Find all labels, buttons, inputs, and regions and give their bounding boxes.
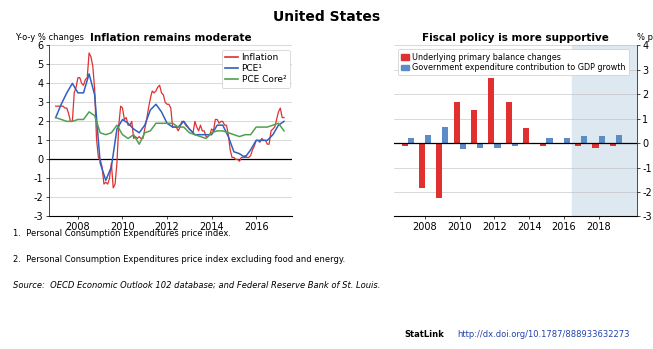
Bar xyxy=(616,135,622,143)
Bar xyxy=(419,143,425,188)
Text: Y-o-y % changes: Y-o-y % changes xyxy=(15,33,84,42)
Bar xyxy=(425,135,431,143)
Bar xyxy=(529,143,535,144)
Bar xyxy=(541,143,547,146)
Bar xyxy=(512,143,518,146)
Text: 1.  Personal Consumption Expenditures price index.: 1. Personal Consumption Expenditures pri… xyxy=(13,229,231,238)
Text: United States: United States xyxy=(273,10,380,24)
Bar xyxy=(592,143,599,148)
Bar xyxy=(460,143,466,149)
Bar xyxy=(575,143,581,146)
Bar xyxy=(573,45,642,216)
Bar xyxy=(599,136,605,143)
Text: http://dx.doi.org/10.1787/888933632273: http://dx.doi.org/10.1787/888933632273 xyxy=(457,329,629,339)
Legend: Inflation, PCE¹, PCE Core²: Inflation, PCE¹, PCE Core² xyxy=(221,50,290,88)
Bar xyxy=(523,128,529,143)
Bar xyxy=(494,143,500,148)
Bar xyxy=(558,143,564,144)
Bar xyxy=(436,143,442,198)
Bar xyxy=(477,143,483,148)
Text: Source:  OECD Economic Outlook 102 database; and Federal Reserve Bank of St. Lou: Source: OECD Economic Outlook 102 databa… xyxy=(13,281,381,290)
Bar xyxy=(547,138,552,143)
Text: % pts: % pts xyxy=(637,33,653,42)
Bar xyxy=(442,127,449,143)
Text: StatLink: StatLink xyxy=(405,329,445,339)
Bar xyxy=(488,79,494,143)
Bar xyxy=(402,143,407,146)
Bar xyxy=(454,102,460,143)
Bar xyxy=(564,138,570,143)
Bar xyxy=(471,110,477,143)
Bar xyxy=(505,102,512,143)
Title: Inflation remains moderate: Inflation remains moderate xyxy=(89,33,251,43)
Title: Fiscal policy is more supportive: Fiscal policy is more supportive xyxy=(422,33,609,43)
Text: 2.  Personal Consumption Expenditures price index excluding food and energy.: 2. Personal Consumption Expenditures pri… xyxy=(13,255,345,264)
Bar xyxy=(610,143,616,146)
Bar xyxy=(581,136,587,143)
Legend: Underlying primary balance changes, Government expenditure contribution to GDP g: Underlying primary balance changes, Gove… xyxy=(398,50,629,75)
Bar xyxy=(407,138,414,143)
